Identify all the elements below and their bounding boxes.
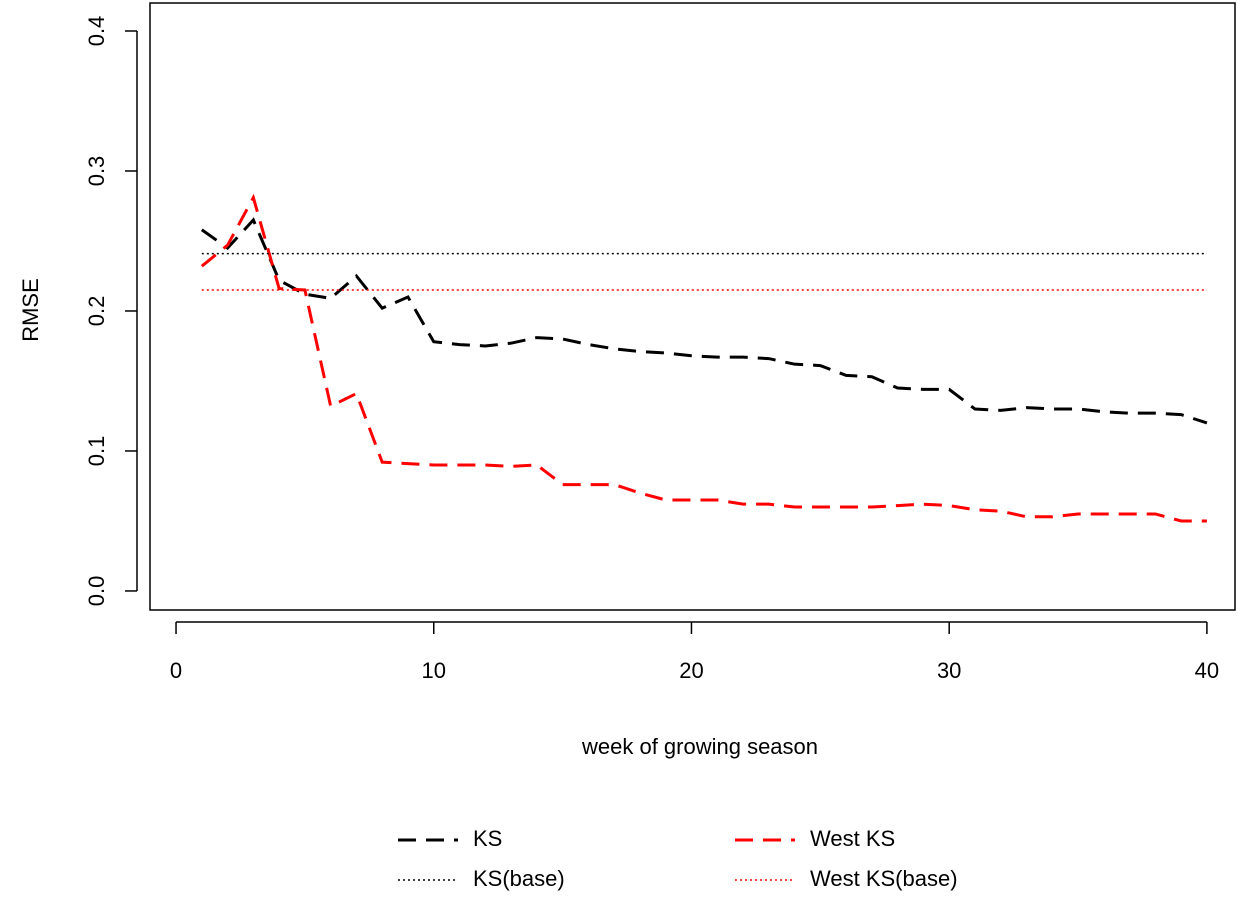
y-tick-label: 0.1 [84, 436, 109, 467]
y-tick-label: 0.0 [84, 576, 109, 607]
plot-frame [149, 2, 1236, 611]
series-line [200, 193, 1207, 523]
legend-label: West KS(base) [810, 866, 958, 891]
y-tick-label: 0.2 [84, 296, 109, 327]
legend-label: KS [473, 826, 502, 851]
x-tick-label: 30 [937, 658, 961, 683]
x-tick-label: 10 [422, 658, 446, 683]
x-axis-label: week of growing season [581, 734, 818, 759]
legend-label: KS(base) [473, 866, 565, 891]
y-axis-label: RMSE [18, 278, 43, 342]
y-tick-label: 0.4 [84, 16, 109, 47]
x-tick-label: 0 [170, 658, 182, 683]
x-tick-label: 20 [679, 658, 703, 683]
series-line [200, 217, 1208, 425]
legend-label: West KS [810, 826, 895, 851]
x-tick-label: 40 [1195, 658, 1219, 683]
y-tick-label: 0.3 [84, 156, 109, 187]
